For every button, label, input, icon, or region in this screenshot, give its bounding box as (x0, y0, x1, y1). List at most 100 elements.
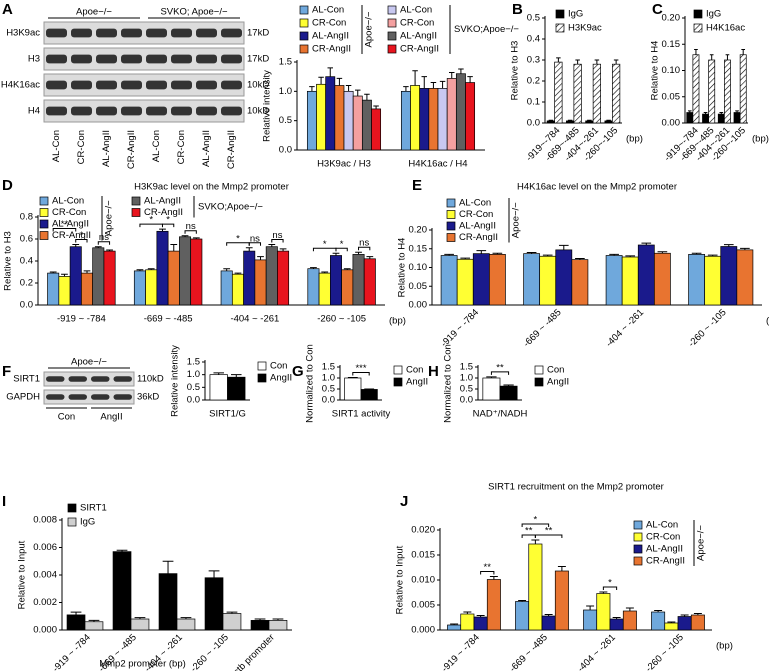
legend-swatch (131, 196, 141, 206)
blot-group: Apoe−/− (71, 357, 107, 368)
error-bar (548, 119, 554, 121)
error-bar (254, 618, 266, 621)
legend-swatch (534, 377, 544, 387)
x-axis-label: Mmp2 promoter (bp) (99, 659, 186, 670)
bar (341, 269, 354, 306)
error-bar (544, 614, 553, 616)
sig-label: ns (359, 238, 369, 249)
lane-label: CR-Con (176, 130, 187, 164)
y-tick-label: 0.2 (20, 278, 33, 289)
panel-label: C (652, 1, 663, 18)
error-bar (703, 112, 708, 115)
chart-title: SIRT1 recruitment on the Mmp2 promoter (488, 482, 664, 493)
bar (596, 593, 611, 631)
error-bar (450, 623, 459, 625)
bar (637, 244, 655, 306)
bar (316, 83, 327, 151)
y-tick-label: 0.1 (527, 97, 540, 108)
error-bar (723, 244, 734, 247)
legend-swatch (446, 198, 456, 208)
legend-label: IgG (80, 517, 95, 528)
band (91, 394, 110, 400)
blot-size: 10kD (247, 106, 269, 117)
y-tick-label: 0.05 (662, 91, 681, 102)
error-bar (460, 257, 471, 260)
error-bar (557, 566, 566, 571)
sig-label: * (323, 239, 327, 250)
error-bar (667, 621, 676, 623)
legend-group-label: Apoe−/− (104, 200, 115, 236)
x-unit: (bp) (766, 316, 769, 327)
y-tick-label: 0.0 (322, 395, 335, 406)
band (113, 394, 132, 400)
lane-label: CR-Con (76, 130, 87, 164)
band (146, 28, 167, 38)
legend-group-label: SVKO;Apoe−/− (454, 24, 519, 35)
legend-label: Con (547, 365, 564, 376)
panel-label: G (292, 363, 304, 380)
bar (486, 579, 501, 631)
bar (541, 615, 556, 631)
bar (546, 120, 555, 124)
legend-label: CR-AngII (459, 232, 498, 243)
bar (573, 63, 582, 124)
bar (472, 253, 490, 306)
sig-label: ** (545, 526, 553, 537)
panel-label: J (400, 493, 408, 510)
y-tick-label: 0.5 (460, 384, 473, 395)
bar (704, 255, 722, 306)
legend-swatch (387, 5, 397, 15)
blot-row-label: SIRT1 (13, 374, 40, 385)
y-tick-label: 0.020 (411, 525, 435, 536)
bar (523, 253, 541, 306)
error-bar (345, 84, 352, 92)
band (146, 80, 167, 90)
band (68, 394, 87, 400)
y-tick-label: 0.0 (460, 395, 473, 406)
error-bar (366, 256, 374, 259)
y-tick-label: 0.5 (527, 13, 540, 24)
bar (724, 59, 731, 124)
error-bar (741, 49, 746, 55)
band (46, 376, 65, 382)
error-bar (147, 268, 155, 270)
bar (334, 85, 345, 151)
legend-label: SIRT1 (80, 503, 107, 514)
bar (612, 63, 621, 124)
legend-label: CR-Con (646, 532, 680, 543)
sig-label: * (80, 230, 84, 241)
legend-label: H4K16ac (706, 23, 745, 34)
error-bar (586, 605, 595, 610)
bar (352, 95, 363, 151)
bar (465, 82, 476, 151)
error-bar (740, 247, 750, 250)
bar (344, 377, 362, 401)
band (221, 28, 242, 38)
bar (222, 613, 242, 631)
error-bar (364, 93, 370, 101)
y-tick-label: 1.5 (460, 362, 473, 373)
error-bar (234, 272, 242, 275)
blot-row (43, 47, 245, 71)
error-bar (657, 251, 668, 254)
bar (231, 273, 244, 306)
error-bar (641, 242, 652, 245)
y-axis-label: Relative to H3 (510, 41, 521, 101)
sig-label: ** (525, 526, 533, 537)
bar (92, 247, 105, 306)
legend-label: AL-Con (52, 196, 84, 207)
error-bar (691, 252, 702, 255)
legend-swatch (39, 231, 49, 240)
panel-label: F (2, 363, 11, 380)
y-tick-label: 1.0 (187, 369, 200, 380)
bar (250, 620, 270, 631)
blot-size: 17kD (247, 28, 269, 39)
error-bar (444, 253, 454, 256)
y-tick-label: 0.000 (411, 625, 435, 636)
error-bar (226, 611, 238, 614)
y-tick-label: 0.004 (33, 570, 57, 581)
bar (455, 73, 466, 151)
legend-swatch (257, 373, 267, 383)
legend-label: AngII (270, 373, 292, 384)
bar (539, 255, 557, 306)
